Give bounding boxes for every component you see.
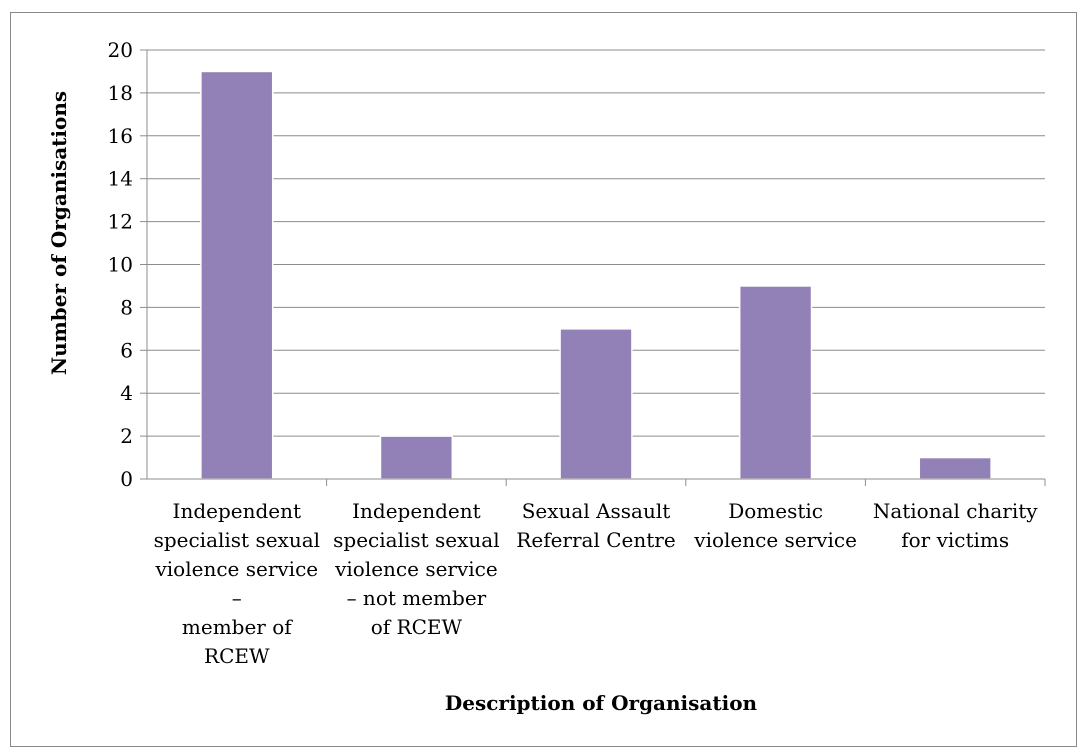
y-tick-label: 0 xyxy=(120,467,133,491)
bar xyxy=(738,285,813,480)
axes xyxy=(146,50,1045,480)
y-axis-title: Number of Organisations xyxy=(47,91,71,375)
bar xyxy=(918,456,992,480)
y-tick-label: 16 xyxy=(108,124,133,148)
y-tick-label: 14 xyxy=(108,167,133,191)
bar-chart: 0 2 4 6 8 10 12 14 16 18 20 Independent specialist … xyxy=(47,38,1046,715)
bars xyxy=(200,70,992,480)
y-tick-labels: 0 2 4 6 8 10 12 14 16 18 20 xyxy=(108,38,133,491)
y-tick-label: 10 xyxy=(108,253,133,277)
y-tick-label: 12 xyxy=(108,210,133,234)
bar xyxy=(200,70,274,480)
x-category-labels: Independent specialist sexual violence ser… xyxy=(154,499,1039,668)
x-category-label: Domestic violence service xyxy=(693,499,857,552)
y-tick-label: 8 xyxy=(120,295,133,319)
x-category-label: Independent specialist sexual violence ser… xyxy=(154,499,320,668)
chart-frame: 0 2 4 6 8 10 12 14 16 18 20 Independent specialist … xyxy=(10,12,1077,747)
x-category-label: National charity for victims xyxy=(873,499,1038,552)
x-category-label: Sexual Assault Referral Centre xyxy=(516,499,675,552)
y-tick-label: 20 xyxy=(108,38,133,62)
x-category-label: Independent specialist sexual violence ser… xyxy=(333,499,499,639)
bar xyxy=(379,435,454,480)
x-axis-title: Description of Organisation xyxy=(445,691,758,715)
y-tick-label: 2 xyxy=(120,424,133,448)
y-tick-label: 6 xyxy=(120,338,133,362)
bar xyxy=(559,328,633,480)
y-tick-label: 4 xyxy=(120,381,133,405)
y-tick-label: 18 xyxy=(108,81,133,105)
